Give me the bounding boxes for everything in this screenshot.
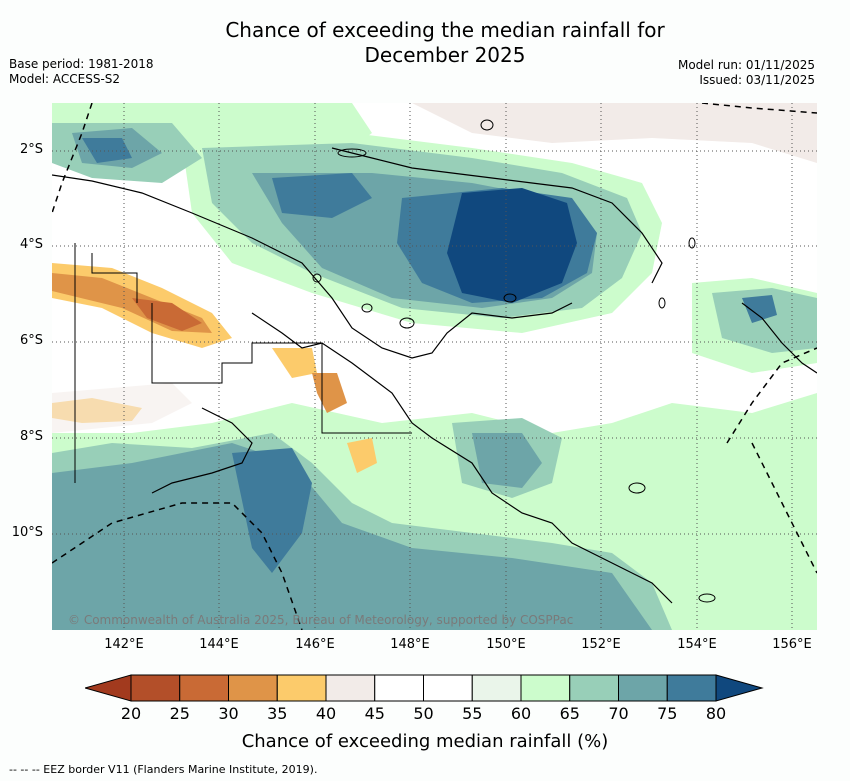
map-graphic [52,103,817,630]
model-name: Model: ACCESS-S2 [9,72,121,86]
map-title: Chance of exceeding the median rainfall … [170,18,720,68]
meta-left: Base period: 1981-2018 Model: ACCESS-S2 [9,57,154,87]
zone-35-central-a [272,348,317,378]
colorbar-segment [228,674,278,702]
copyright-notice: © Commonwealth of Australia 2025, Bureau… [68,613,574,627]
lat-label-2s: 2°S [19,142,43,157]
colorbar-tick-label: 55 [462,704,483,723]
colorbar-segment [276,674,327,702]
lon-label-144e: 144°E [199,637,239,652]
lon-label-152e: 152°E [581,637,621,652]
base-period: Base period: 1981-2018 [9,57,154,71]
colorbar-tick-label: 50 [413,704,434,723]
lon-label-156e: 156°E [772,637,812,652]
model-run: Model run: 01/11/2025 [677,58,815,72]
zone-80-north [272,173,372,218]
lon-label-154e: 154°E [677,637,717,652]
zone-75-south [52,443,652,630]
lon-label-142e: 142°E [104,637,144,652]
colorbar-segment [569,674,619,702]
rainfall-map: © Commonwealth of Australia 2025, Bureau… [52,103,817,630]
title-line-2: December 2025 [364,43,526,67]
eez-footnote: -- -- -- EEZ border V11 (Flanders Marine… [9,763,318,776]
colorbar-tick-label: 30 [218,704,239,723]
colorbar-label: Chance of exceeding median rainfall (%) [241,731,609,752]
colorbar-segment [179,674,229,702]
colorbar [85,674,764,702]
colorbar-segment [520,674,571,702]
colorbar-segment [374,674,424,702]
lat-label-10s: 10°S [11,525,43,540]
zone-80-east [742,295,777,323]
lat-label-8s: 8°S [19,429,43,444]
lon-label-146e: 146°E [295,637,335,652]
meta-right: Model run: 01/11/2025 Issued: 03/11/2025 [678,58,815,88]
zone-45-southwest [52,383,192,433]
lat-label-6s: 6°S [19,333,43,348]
eez-borders [52,103,817,630]
colorbar-segment [130,674,181,702]
colorbar-segment [618,674,668,702]
coastlines [52,147,817,604]
zone-30-central [312,373,347,413]
lat-label-4s: 4°S [19,237,43,252]
zone-35-south [347,438,377,473]
colorbar-segment [666,674,717,702]
colorbar-segment [471,674,522,702]
lon-label-148e: 148°E [390,637,430,652]
colorbar-segment [325,674,376,702]
colorbar-segment [423,674,473,702]
islands [312,119,716,603]
colorbar-tick-label: 60 [510,704,532,723]
colorbar-tick-label: 25 [169,704,190,723]
title-line-1: Chance of exceeding the median rainfall … [225,18,665,42]
colorbar-tick-label: 20 [120,704,142,723]
lon-label-150e: 150°E [486,637,526,652]
colorbar-tick-label: 45 [364,704,385,723]
zone-80-south [232,448,312,573]
zone-80-northwest [82,138,132,163]
zone-25-west [132,298,202,331]
colorbar-tick-label: 75 [657,704,678,723]
band-45-north [412,103,817,163]
colorbar-tick-label: 80 [705,704,727,723]
colorbar-tick-label: 65 [559,704,580,723]
colorbar-tick-label: 70 [608,704,629,723]
zone-75-gulf [472,433,542,488]
colorbar-tick-label: 35 [267,704,288,723]
colorbar-tick-label: 40 [315,704,337,723]
issued-date: Issued: 03/11/2025 [699,73,815,87]
colorbar-arrow-low [85,674,132,702]
borders [74,243,412,483]
colorbar-arrow-high [715,674,764,702]
